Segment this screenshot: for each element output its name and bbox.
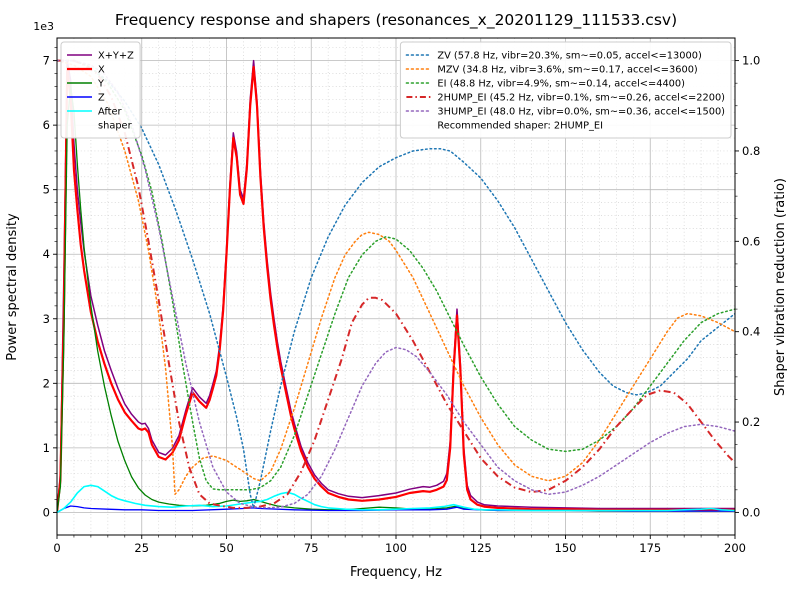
y-right-tick-label: 1.0 [742,54,760,68]
legend-label: Z [98,93,105,104]
y-right-tick-label: 0.0 [742,505,760,519]
legend-psd: X+Y+Z XYZ After shaper [60,41,141,139]
series [57,59,735,514]
grid [57,38,735,535]
x-tick-label: 175 [639,541,661,555]
series-ei [57,59,735,491]
legend-label: Y [97,79,104,90]
legend-label: 3HUMP_EI (48.0 Hz, vibr=0.0%, sm~=0.36, … [437,107,725,118]
legend-label: shaper [98,121,133,132]
legend-label: Recommended shaper: 2HUMP_EI [437,121,603,132]
legend-label: X [98,65,105,76]
y-right-tick-label: 0.2 [742,415,760,429]
legends: X+Y+Z XYZ After shaper ZV (57.8 Hz, vibr=20.… [60,41,732,139]
x-tick-label: 0 [53,541,60,555]
legend-psd-box [60,41,141,139]
y-left-tick-label: 0 [43,505,50,519]
y-right-axis-label: Shaper vibration reduction (ratio) [773,178,788,396]
chart-title: Frequency response and shapers (resonanc… [115,11,677,30]
legend-label: X+Y+Z [98,51,134,62]
x-tick-label: 50 [219,541,234,555]
y-left-tick-label: 6 [43,118,50,132]
x-tick-label: 75 [304,541,319,555]
series-3hump-ei [57,59,735,509]
y-left-tick-label: 2 [43,376,50,390]
legend-label: MZV (34.8 Hz, vibr=3.6%, sm~=0.17, accel… [437,65,697,76]
y-left-tick-label: 4 [43,247,50,261]
y-axis-offset-text: 1e3 [33,20,54,33]
y-left-axis-label: Power spectral density [5,213,20,361]
y-right-tick-label: 0.8 [742,144,760,158]
series-mzv [57,59,735,496]
legend-label: 2HUMP_EI (45.2 Hz, vibr=0.1%, sm~=0.26, … [437,93,725,104]
legend-shapers: ZV (57.8 Hz, vibr=20.3%, sm~=0.05, accel… [399,41,732,139]
legend-label: EI (48.8 Hz, vibr=4.9%, sm~=0.14, accel<… [437,79,685,90]
x-axis-label: Frequency, Hz [350,565,442,580]
legend-label: ZV (57.8 Hz, vibr=20.3%, sm~=0.05, accel… [437,51,701,62]
x-tick-label: 25 [134,541,149,555]
series-after-shaper [57,484,735,514]
legend-label: After [98,107,122,118]
y-left-tick-label: 5 [43,183,50,197]
y-right-tick-label: 0.4 [742,325,760,339]
legend-shapers-box [399,41,732,139]
x-tick-label: 150 [555,541,577,555]
y-left-tick-label: 1 [43,441,50,455]
series-2hump-ei [57,59,735,509]
x-tick-label: 100 [385,541,407,555]
x-tick-label: 200 [724,541,746,555]
y-left-tick-label: 7 [43,54,50,68]
y-left-tick-label: 3 [43,312,50,326]
series-x [57,65,735,513]
axes-ticks: 0 25 50 75 100 125 150 175 200 0 1 2 3 4 5 6 7 0.0 0.2 0.4 0… [43,47,760,555]
y-right-tick-label: 0.6 [742,234,760,248]
x-tick-label: 125 [470,541,492,555]
